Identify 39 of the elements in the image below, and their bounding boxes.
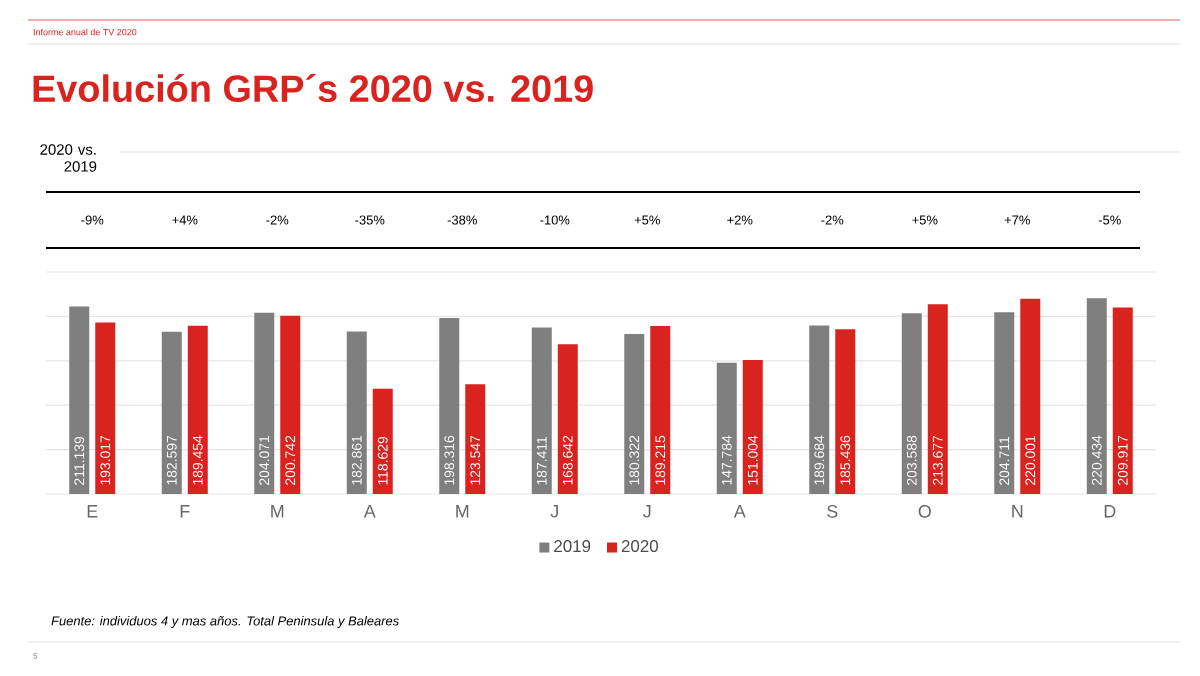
- bar: [531, 327, 552, 494]
- bar: [254, 312, 275, 494]
- x-tick-label: D: [1104, 505, 1116, 518]
- bar: [809, 325, 830, 494]
- bar: [69, 306, 90, 494]
- bar: [901, 313, 922, 494]
- x-tick-label: O: [918, 505, 931, 518]
- x-tick-label: A: [363, 505, 376, 518]
- x-tick-label: N: [1012, 505, 1023, 518]
- bar: [835, 329, 856, 494]
- bar: [372, 388, 393, 494]
- legend-label: 2019: [554, 540, 591, 553]
- bar: [439, 317, 460, 494]
- bar: [1086, 298, 1107, 494]
- legend-label: 2020: [621, 540, 658, 553]
- bar: [624, 333, 645, 494]
- bar: [650, 325, 671, 494]
- x-tick-label: M: [456, 505, 469, 518]
- bar: [742, 359, 763, 494]
- bar: [716, 362, 737, 494]
- x-tick-label: S: [827, 505, 838, 518]
- x-tick-label: A: [733, 505, 746, 518]
- bar: [1020, 298, 1041, 494]
- bar: [465, 384, 486, 494]
- x-tick-label: M: [271, 505, 284, 518]
- bar: [95, 322, 116, 494]
- bar: [557, 344, 578, 494]
- x-tick-label: J: [550, 505, 558, 518]
- x-tick-label: J: [643, 505, 651, 518]
- bar: [927, 304, 948, 494]
- bar: [280, 315, 301, 494]
- chart-title: Evolución GRP´s 2020 vs. 2019: [33, 73, 593, 103]
- bar: [161, 331, 182, 494]
- x-tick-label: F: [180, 505, 190, 518]
- bar: [187, 325, 208, 494]
- bar: [346, 331, 367, 494]
- x-tick-label: E: [87, 505, 98, 518]
- bar: [1112, 307, 1133, 494]
- bar: [994, 312, 1015, 494]
